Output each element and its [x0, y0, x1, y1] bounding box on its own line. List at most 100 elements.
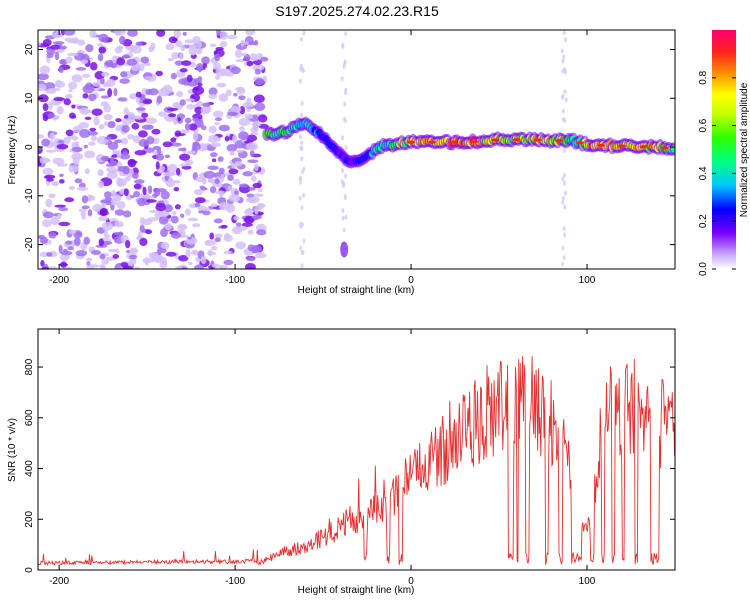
noise-streak — [342, 181, 346, 187]
noise-blob — [58, 263, 69, 267]
noise-blob — [63, 266, 73, 269]
noise-blob — [245, 134, 258, 142]
noise-blob — [201, 56, 210, 65]
noise-blob — [92, 204, 103, 213]
noise-blob — [251, 121, 261, 128]
noise-blob — [130, 195, 135, 199]
noise-blob — [210, 152, 218, 158]
noise-blob — [194, 106, 204, 114]
noise-blob — [98, 215, 109, 222]
noise-blob — [68, 185, 75, 190]
noise-blob — [119, 78, 130, 84]
noise-blob — [229, 105, 242, 114]
noise-blob — [71, 104, 76, 109]
noise-blob — [60, 250, 73, 256]
noise-blob — [84, 168, 90, 175]
y-tick-label: -20 — [24, 237, 35, 252]
noise-blob — [141, 124, 154, 130]
noise-streak — [342, 63, 346, 69]
noise-blob — [80, 59, 89, 65]
noise-blob — [83, 236, 91, 245]
noise-streak — [563, 69, 567, 75]
noise-blob — [82, 93, 89, 99]
noise-blob — [197, 205, 207, 212]
noise-blob — [232, 134, 238, 144]
noise-streak — [298, 175, 302, 181]
noise-blob — [58, 66, 64, 74]
noise-streak — [299, 63, 303, 69]
noise-blob — [200, 125, 207, 131]
noise-blob — [245, 30, 256, 36]
noise-streak — [302, 192, 306, 198]
noise-blob — [133, 179, 145, 184]
noise-blob — [227, 35, 238, 40]
noise-blob — [110, 197, 118, 206]
noise-blob — [63, 136, 71, 144]
noise-blob — [148, 252, 159, 259]
noise-blob — [48, 232, 57, 239]
noise-blob — [204, 207, 211, 211]
noise-blob — [138, 138, 150, 147]
noise-streak — [340, 135, 344, 141]
noise-blob — [139, 237, 148, 247]
noise-blob — [165, 251, 177, 257]
noise-blob — [116, 45, 124, 50]
noise-streak — [561, 245, 565, 251]
colorbar-ticks: 0.0 0.2 0.4 0.6 0.8 — [698, 70, 736, 276]
noise-blob — [77, 186, 88, 191]
noise-blob — [139, 224, 145, 233]
noise-blob — [170, 215, 179, 224]
noise-streak — [561, 199, 565, 205]
noise-blob — [223, 250, 233, 255]
noise-streak — [340, 76, 344, 82]
noise-blob — [123, 188, 129, 197]
ridge-point — [670, 145, 675, 153]
noise-blob — [204, 240, 211, 246]
colorbar-tick-label: 0.4 — [698, 166, 709, 180]
noise-blob — [64, 37, 75, 42]
noise-blob — [127, 30, 139, 37]
noise-blob — [165, 179, 176, 188]
noise-blob — [245, 197, 257, 203]
noise-blob — [98, 180, 104, 189]
noise-blob — [49, 132, 56, 140]
noise-blob — [71, 152, 84, 161]
noise-blob — [186, 74, 193, 83]
noise-blob — [71, 135, 79, 141]
ridge-peak — [597, 143, 606, 148]
noise-blob — [107, 248, 118, 253]
noise-blob — [218, 167, 225, 174]
noise-blob — [48, 193, 56, 199]
noise-blob — [208, 125, 217, 134]
noise-blob — [106, 78, 116, 87]
noise-blob — [218, 202, 231, 211]
y-tick-label: 600 — [24, 409, 35, 426]
noise-blob — [50, 216, 60, 226]
noise-blob — [101, 240, 113, 246]
noise-blob — [84, 116, 92, 121]
noise-blob — [56, 143, 69, 150]
noise-blob — [78, 121, 90, 129]
noise-blob — [235, 225, 248, 231]
noise-blob — [173, 186, 180, 192]
y-tick-label: -10 — [24, 188, 35, 203]
noise-blob — [202, 63, 208, 69]
x-tick-label: -100 — [225, 275, 245, 286]
noise-blob — [250, 245, 262, 253]
colorbar-tick-label: 0.6 — [698, 118, 709, 132]
noise-blob — [63, 30, 76, 36]
noise-blob — [197, 65, 203, 73]
noise-blob — [155, 153, 165, 161]
noise-blob — [170, 232, 182, 239]
noise-blob — [170, 142, 182, 147]
noise-blob — [65, 240, 73, 245]
noise-blob — [142, 218, 153, 226]
noise-blob — [197, 82, 203, 87]
noise-blob — [127, 133, 135, 140]
noise-blob — [145, 229, 153, 235]
noise-streak — [561, 58, 565, 64]
noise-blob — [215, 68, 227, 77]
noise-blob — [62, 248, 68, 253]
